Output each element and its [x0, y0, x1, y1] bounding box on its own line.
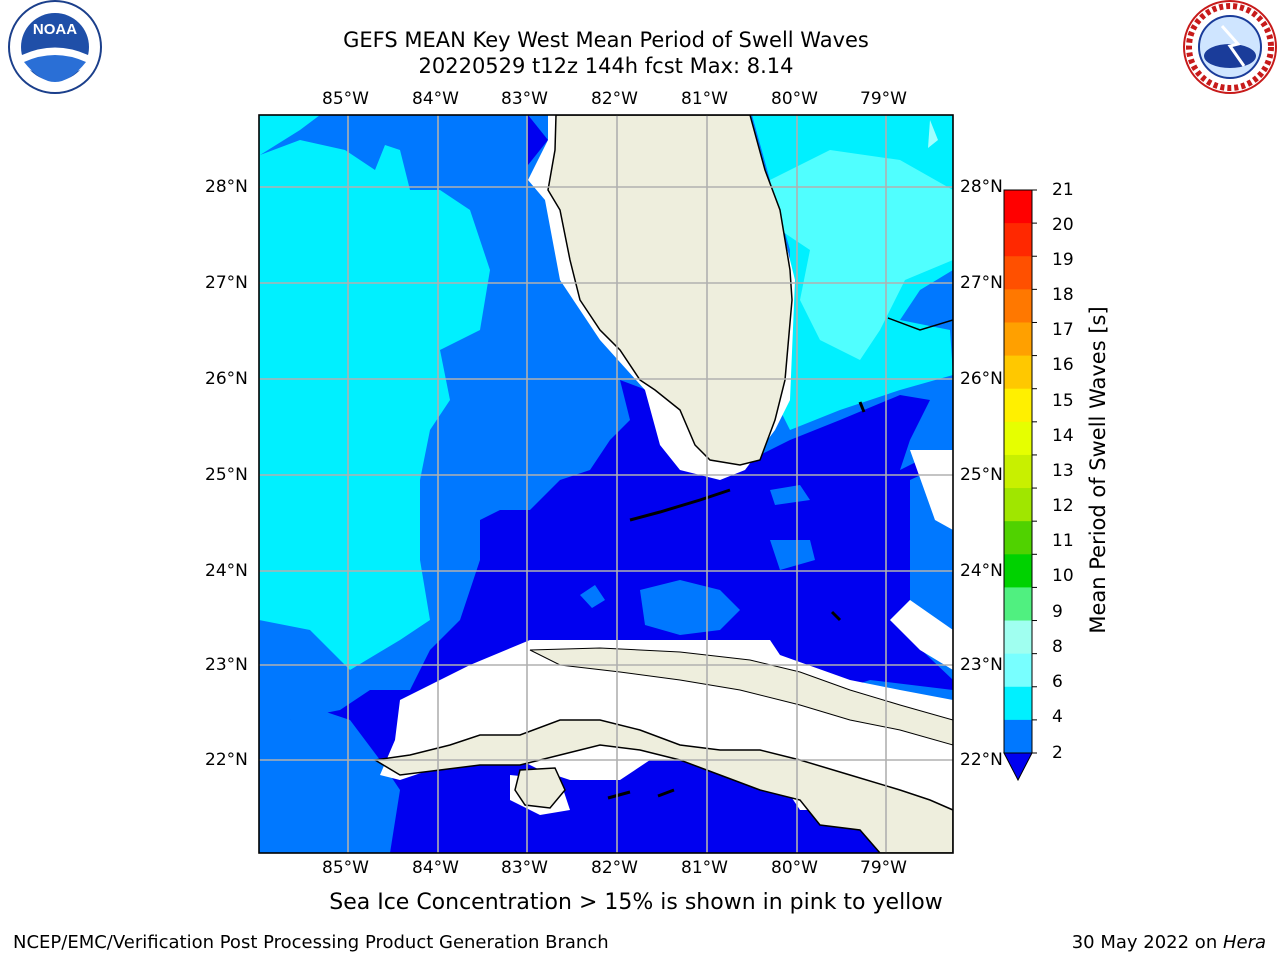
- map-plot: [259, 115, 953, 853]
- lat-label-left: 25°N: [205, 465, 248, 485]
- lon-label-top: 82°W: [591, 89, 638, 109]
- map-frame: [258, 114, 954, 854]
- colorbar-segment: [1004, 587, 1032, 622]
- colorbar-segment: [1004, 190, 1032, 224]
- colorbar-tick: 12: [1052, 496, 1074, 516]
- colorbar-segment: [1004, 554, 1032, 588]
- lon-label-bottom: 84°W: [412, 858, 459, 878]
- colorbar-segment: [1004, 521, 1032, 555]
- colorbar-segment: [1004, 686, 1032, 721]
- chart-title: GEFS MEAN Key West Mean Period of Swell …: [343, 28, 869, 52]
- colorbar-segment: [1004, 388, 1032, 423]
- cuba-north-coast: [529, 647, 953, 746]
- colorbar-tick: 18: [1052, 285, 1074, 305]
- lat-label-right: 24°N: [960, 561, 1003, 581]
- lat-label-left: 23°N: [205, 655, 248, 675]
- colorbar-segment: [1004, 421, 1032, 456]
- colorbar-segment: [1004, 653, 1032, 688]
- graticule: [259, 115, 953, 853]
- swell-lt-2-north: [528, 115, 548, 165]
- lon-label-bottom: 83°W: [501, 858, 548, 878]
- florida-land: [547, 115, 793, 466]
- colorbar-segment: [1004, 454, 1032, 489]
- colorbar-segment: [1004, 719, 1032, 754]
- colorbar-tick: 13: [1052, 461, 1074, 481]
- lon-label-top: 80°W: [771, 89, 818, 109]
- lon-label-top: 79°W: [860, 89, 907, 109]
- colorbar-tick: 21: [1052, 180, 1074, 200]
- colorbar-under-triangle: [1003, 752, 1033, 782]
- swell-6-8-patch: [770, 150, 953, 360]
- colorbar-tick: 17: [1052, 320, 1074, 340]
- lat-label-right: 26°N: [960, 369, 1003, 389]
- lon-label-bottom: 82°W: [591, 858, 638, 878]
- lat-label-right: 27°N: [960, 273, 1003, 293]
- lon-label-top: 85°W: [322, 89, 369, 109]
- lat-label-right: 23°N: [960, 655, 1003, 675]
- colorbar-segment: [1004, 322, 1032, 357]
- chart-subtitle: 20220529 t12z 144h fcst Max: 8.14: [418, 54, 794, 78]
- colorbar-tick: 9: [1052, 602, 1063, 622]
- nws-logo: [1183, 0, 1277, 94]
- lon-label-bottom: 81°W: [681, 858, 728, 878]
- colorbar-segment: [1004, 355, 1032, 390]
- footer-host: Hera: [1222, 932, 1266, 953]
- lat-label-left: 26°N: [205, 369, 248, 389]
- colorbar-tick: 8: [1052, 637, 1063, 657]
- lat-label-left: 24°N: [205, 561, 248, 581]
- footer-date: 30 May 2022 on Hera: [1071, 932, 1266, 953]
- lat-label-right: 22°N: [960, 750, 1003, 770]
- colorbar-label: Mean Period of Swell Waves [s]: [1086, 306, 1110, 634]
- lon-label-bottom: 80°W: [771, 858, 818, 878]
- lon-label-top: 84°W: [412, 89, 459, 109]
- swell-4-6-west: [259, 115, 490, 670]
- colorbar: [1003, 189, 1037, 782]
- lat-label-right: 25°N: [960, 465, 1003, 485]
- colorbar-tick: 10: [1052, 566, 1074, 586]
- colorbar-tick: 20: [1052, 215, 1074, 235]
- colorbar-frame: [1003, 189, 1033, 754]
- colorbar-segment: [1004, 256, 1032, 290]
- colorbar-tick: 6: [1052, 672, 1063, 692]
- colorbar-segment: [1004, 620, 1032, 655]
- lon-label-top: 81°W: [681, 89, 728, 109]
- colorbar-tick: 16: [1052, 355, 1074, 375]
- colorbar-tick: 15: [1052, 391, 1074, 411]
- colorbar-segment: [1004, 223, 1032, 257]
- bahamas-coast: [887, 317, 953, 331]
- colorbar-tick: 4: [1052, 707, 1063, 727]
- colorbar-segment: [1004, 289, 1032, 323]
- colorbar-tick: 2: [1052, 743, 1063, 763]
- lat-label-left: 22°N: [205, 750, 248, 770]
- lon-label-bottom: 85°W: [322, 858, 369, 878]
- noaa-logo: NOAA: [8, 0, 102, 94]
- footer-branch: NCEP/EMC/Verification Post Processing Pr…: [13, 932, 609, 953]
- colorbar-segment: [1004, 488, 1032, 522]
- lon-label-top: 83°W: [501, 89, 548, 109]
- florida-keys: [629, 488, 731, 522]
- lat-label-right: 28°N: [960, 177, 1003, 197]
- colorbar-tick: 14: [1052, 426, 1074, 446]
- sea-ice-note: Sea Ice Concentration > 15% is shown in …: [329, 890, 943, 915]
- cuba-land: [372, 719, 953, 853]
- colorbar-tick: 19: [1052, 250, 1074, 270]
- colorbar-tick: 11: [1052, 531, 1074, 551]
- lat-label-left: 28°N: [205, 177, 248, 197]
- lat-label-left: 27°N: [205, 273, 248, 293]
- lon-label-bottom: 79°W: [860, 858, 907, 878]
- noaa-logo-text: NOAA: [33, 21, 77, 38]
